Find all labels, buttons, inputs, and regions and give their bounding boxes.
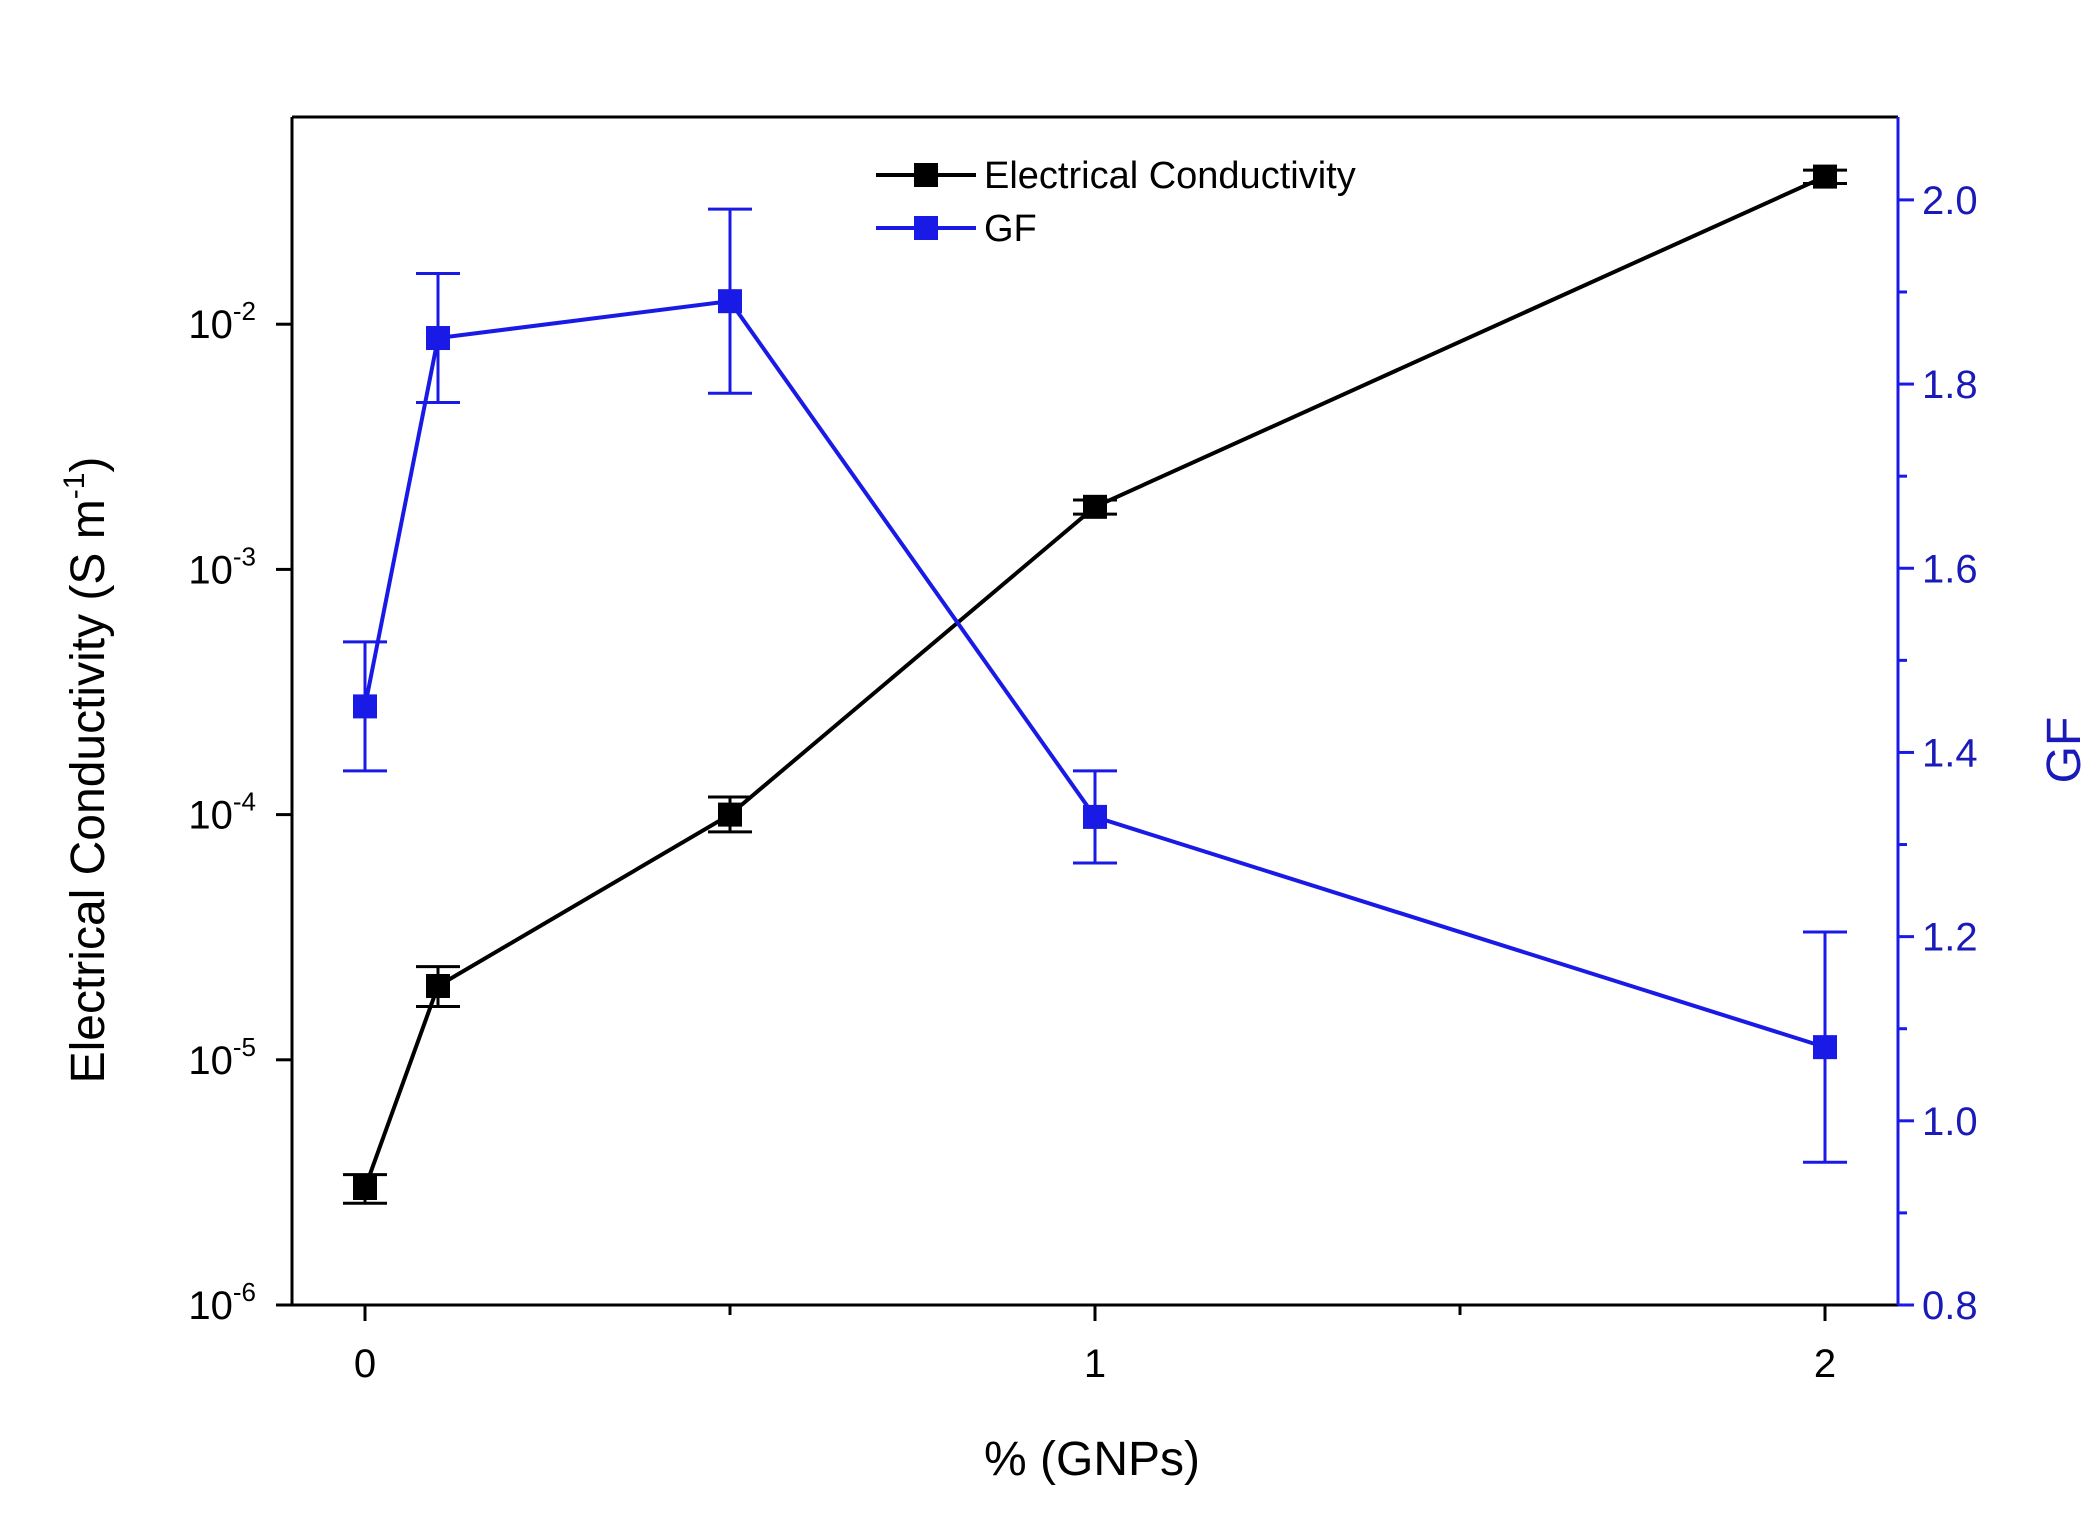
y-right-tick-label: 0.8 [1922, 1284, 1978, 1328]
x-tick-label: 1 [1084, 1342, 1106, 1386]
y-left-tick-base: 10 [188, 1039, 233, 1083]
y-left-label-prefix: Electrical Conductivity (S m [62, 499, 115, 1083]
y-left-tick-exp: -5 [233, 1032, 256, 1062]
legend: Electrical Conductivity GF [876, 155, 1356, 250]
legend-marker-gf [914, 216, 938, 240]
y-left-tick-exp: -2 [233, 296, 256, 326]
data-point-conductivity [1083, 494, 1107, 519]
data-point-conductivity [1813, 164, 1837, 189]
y-right-tick-label: 1.6 [1922, 547, 1978, 591]
data-point-gf [1813, 1035, 1837, 1060]
series-line-conductivity [363, 174, 1826, 1189]
x-tick-label: 2 [1814, 1342, 1836, 1386]
y-left-tick-exp: -3 [233, 541, 256, 571]
legend-label-conductivity: Electrical Conductivity [984, 155, 1356, 197]
series-line-gf [363, 299, 1826, 1050]
x-axis-label: % (GNPs) [984, 1433, 1200, 1486]
data-point-gf [718, 289, 742, 314]
legend-label-gf: GF [984, 208, 1037, 250]
y-left-tick-base: 10 [188, 548, 233, 592]
y-axis-left-label: Electrical Conductivity (S m-1) [58, 457, 115, 1084]
y-left-tick-base: 10 [188, 1284, 233, 1328]
y-left-tick-base: 10 [188, 303, 233, 347]
y-left-tick-base: 10 [188, 794, 233, 838]
y-left-tick-label: 10-6 [188, 1277, 256, 1328]
y-right-tick-label: 1.0 [1922, 1100, 1978, 1144]
y-left-label-suffix: ) [62, 457, 115, 473]
data-point-conductivity [718, 802, 742, 827]
x-tick-label: 0 [354, 1342, 376, 1386]
y-left-tick-label: 10-4 [188, 787, 256, 838]
y-left-tick-exp: -6 [233, 1277, 256, 1307]
series-conductivity [343, 164, 1847, 1205]
data-point-gf [353, 694, 377, 719]
y-left-tick-exp: -4 [233, 787, 256, 817]
legend-marker-conductivity [914, 163, 938, 187]
data-point-conductivity [426, 973, 450, 998]
data-point-gf [426, 326, 450, 351]
data-point-gf [1083, 804, 1107, 829]
y-left-label-exp: -1 [58, 473, 91, 500]
y-right-tick-label: 1.8 [1922, 363, 1978, 407]
y-right-tick-label: 1.4 [1922, 731, 1978, 775]
y-right-tick-label: 1.2 [1922, 916, 1978, 960]
y-left-tick-label: 10-5 [188, 1032, 256, 1083]
y-left-tick-label: 10-3 [188, 541, 256, 592]
y-left-tick-label: 10-2 [188, 296, 256, 347]
y-axis-right-label: GF [2038, 717, 2091, 784]
series-gf [343, 207, 1847, 1164]
y-right-tick-label: 2.0 [1922, 179, 1978, 223]
data-point-conductivity [353, 1176, 377, 1201]
